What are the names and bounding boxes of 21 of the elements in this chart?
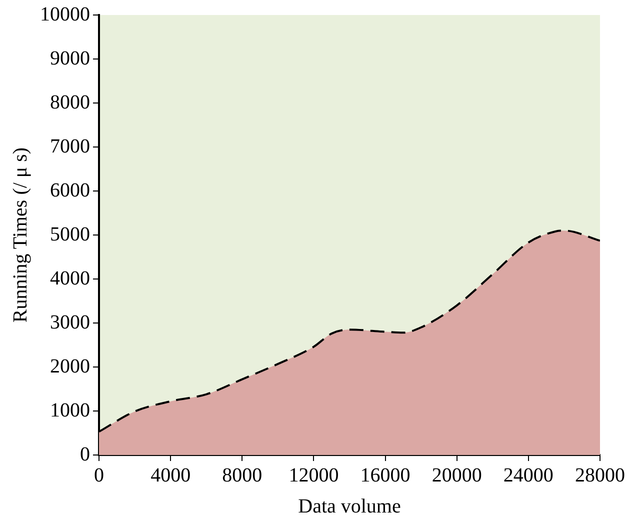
- y-tick-label: 4000: [50, 267, 90, 290]
- x-axis-title: Data volume: [298, 495, 401, 518]
- y-tick-label: 10000: [40, 3, 90, 26]
- x-tick-label: 8000: [222, 464, 262, 486]
- y-tick-label: 6000: [50, 179, 90, 202]
- y-tick-label: 9000: [50, 47, 90, 70]
- y-tick-label: 1000: [50, 399, 90, 422]
- y-tick-label: 7000: [50, 135, 90, 158]
- x-tick-label: 16000: [360, 464, 410, 486]
- y-axis-title: Running Times (/ μ s): [9, 147, 32, 323]
- y-tick-label: 2000: [50, 355, 90, 378]
- x-tick-label: 0: [94, 464, 104, 486]
- x-tick-label: 12000: [288, 464, 339, 486]
- x-tick-label: 28000: [575, 464, 625, 486]
- x-tick-label: 20000: [432, 464, 482, 486]
- y-tick-label: 5000: [50, 223, 90, 246]
- x-tick-label: 4000: [150, 464, 191, 486]
- y-tick-label: 0: [80, 443, 90, 466]
- x-tick-label: 24000: [503, 464, 554, 486]
- y-tick-label: 3000: [50, 311, 90, 334]
- y-tick-label: 8000: [50, 91, 90, 114]
